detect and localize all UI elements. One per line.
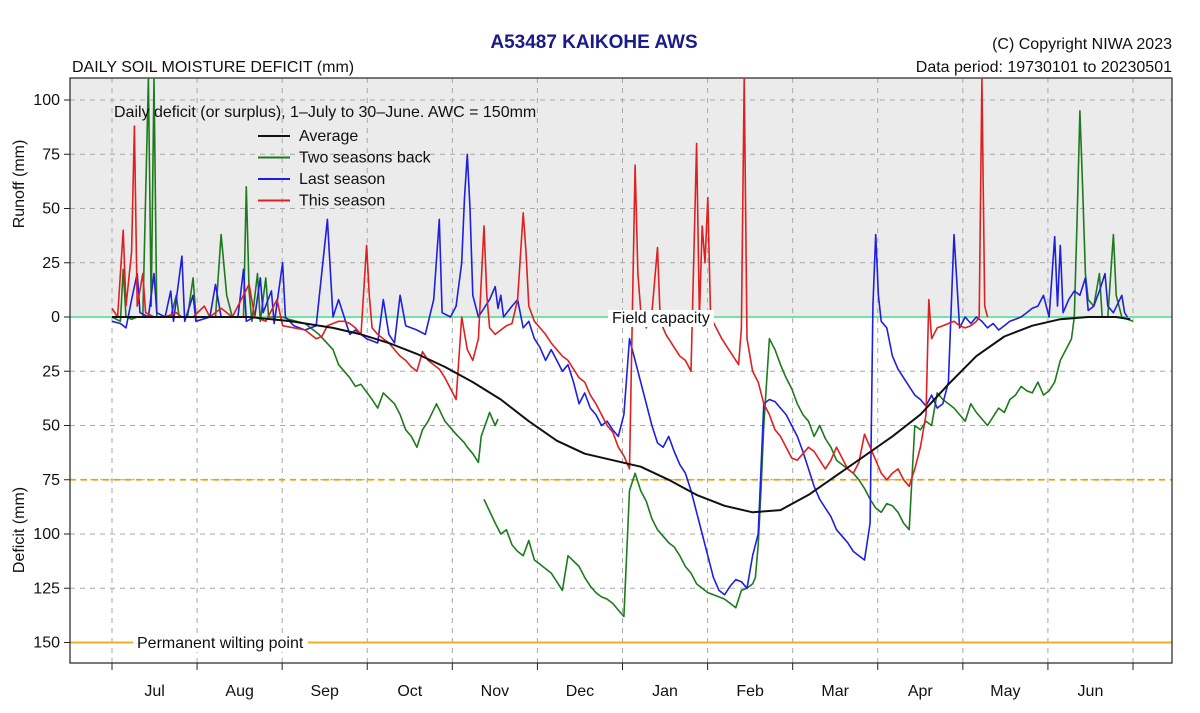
x-tick-label: May <box>990 683 1020 700</box>
plot-frame <box>69 77 1173 664</box>
x-tick-label: Nov <box>481 683 509 700</box>
legend-label-last-season: Last season <box>299 171 385 188</box>
x-tick-label: Jan <box>652 683 678 700</box>
x-tick-label: Jul <box>144 683 164 700</box>
copyright-text: (C) Copyright NIWA 2023 <box>992 36 1172 53</box>
y-tick-label: 0 <box>51 309 60 326</box>
chart-title: A53487 KAIKOHE AWS <box>490 32 697 53</box>
x-axis: Jul Aug Sep Oct Nov Dec Jan Feb Mar Apr May Jun <box>111 663 1134 700</box>
series-layer <box>111 78 1134 618</box>
y-tick-label: 100 <box>33 92 60 109</box>
x-tick-label: Jun <box>1078 683 1104 700</box>
y-tick-label: 25 <box>42 363 60 380</box>
label-background <box>133 635 308 652</box>
runoff-region <box>70 78 1172 317</box>
y-tick-label: 150 <box>33 635 60 652</box>
ylabel-deficit: Deficit (mm) <box>11 487 28 573</box>
y-tick-label: 125 <box>33 580 60 597</box>
y-axis: 100 75 50 25 0 25 50 75 100 125 150 <box>33 92 70 652</box>
chart-subtitle: DAILY SOIL MOISTURE DEFICIT (mm) <box>72 59 354 76</box>
field-capacity-label: Field capacity <box>612 310 710 327</box>
x-tick-label: Feb <box>736 683 764 700</box>
series-line-last-season <box>111 153 1129 596</box>
x-tick-label: Mar <box>821 683 849 700</box>
y-tick-label: 75 <box>42 472 60 489</box>
legend-label-this-season: This season <box>299 193 385 210</box>
chart-annotation: Daily deficit (or surplus), 1–July to 30… <box>114 104 536 121</box>
x-tick-label: Dec <box>566 683 594 700</box>
series-line-this-season <box>111 78 989 488</box>
y-tick-label: 50 <box>42 418 60 435</box>
data-period-text: Data period: 19730101 to 20230501 <box>916 59 1172 76</box>
legend-label-two-seasons-back: Two seasons back <box>299 150 432 167</box>
y-tick-label: 25 <box>42 255 60 272</box>
deficit-region <box>70 317 1172 663</box>
legend: Average Two seasons back Last season This s… <box>258 128 432 210</box>
series-line-two-seasons-back <box>111 78 1134 618</box>
x-tick-label: Oct <box>397 683 422 700</box>
y-tick-label: 75 <box>42 146 60 163</box>
y-tick-label: 100 <box>33 526 60 543</box>
x-tick-label: Sep <box>310 683 339 700</box>
x-tick-label: Apr <box>908 683 934 700</box>
legend-label-average: Average <box>299 128 358 145</box>
ylabel-runoff: Runoff (mm) <box>11 140 28 229</box>
label-background <box>608 310 714 327</box>
series-line-average <box>112 316 1131 514</box>
x-tick-label: Aug <box>225 683 253 700</box>
y-tick-label: 50 <box>42 201 60 218</box>
wilting-point-label: Permanent wilting point <box>137 635 304 652</box>
